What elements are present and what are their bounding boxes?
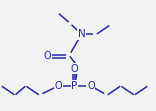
Text: O: O xyxy=(87,81,95,91)
Text: N: N xyxy=(78,29,85,39)
Text: O: O xyxy=(71,64,78,74)
Text: O: O xyxy=(44,51,51,60)
Text: O: O xyxy=(54,81,62,91)
Text: P: P xyxy=(71,81,78,91)
